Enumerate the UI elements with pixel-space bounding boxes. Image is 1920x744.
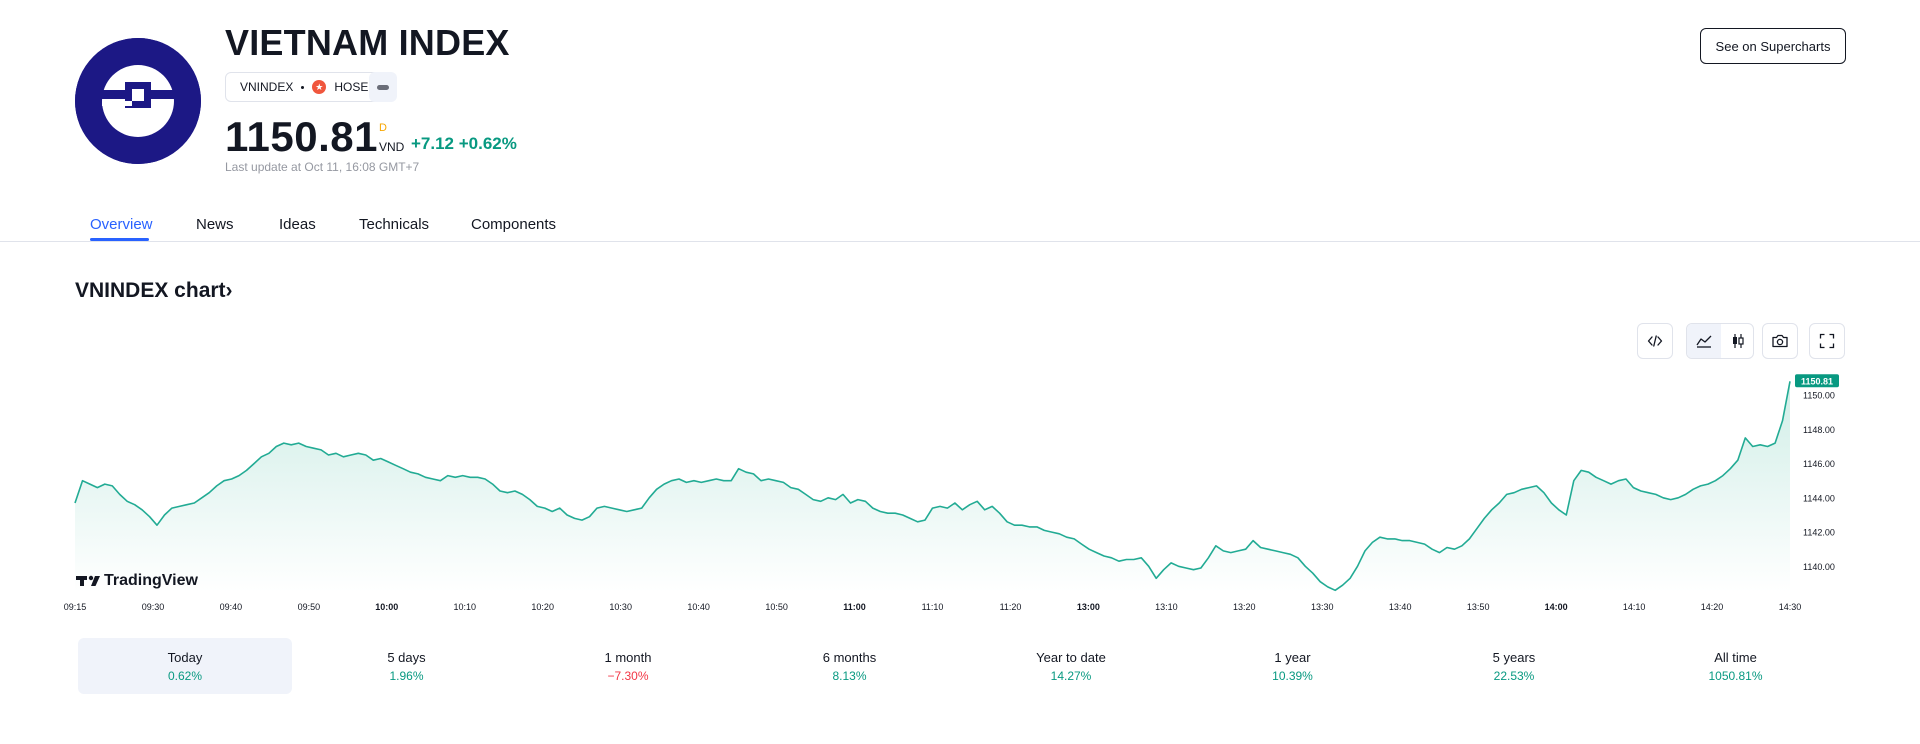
price-chart[interactable]: 1150.00 1148.00 1146.00 1144.00 1142.00 1140.…: [0, 370, 1920, 620]
tab-components[interactable]: Components: [471, 216, 557, 233]
period-change: 1050.81%: [1708, 668, 1763, 683]
last-price: 1150.81: [225, 113, 379, 160]
last-price-label: 1150.81: [1801, 376, 1833, 386]
fullscreen-icon: [1819, 333, 1835, 349]
x-axis-tick: 09:30: [142, 602, 165, 612]
period-label: 6 months: [822, 649, 877, 665]
area-chart-icon: [1696, 335, 1712, 348]
symbol-label: VNINDEX: [240, 80, 294, 94]
embed-code-icon: [1647, 335, 1663, 347]
fullscreen-button[interactable]: [1809, 323, 1845, 359]
tab-bar: Overview News Ideas Technicals Component…: [0, 210, 1920, 242]
period-all-time[interactable]: All time 1050.81%: [1629, 638, 1843, 694]
performance-periods: Today 0.62% 5 days 1.96% 1 month −7.30% 6 mont…: [75, 638, 1845, 694]
period-change: 8.13%: [832, 668, 867, 683]
x-axis-tick: 10:50: [765, 602, 788, 612]
period-change: 1.96%: [389, 668, 424, 683]
last-update-text: Last update at Oct 11, 16:08 GMT+7: [225, 160, 420, 174]
symbol-chip[interactable]: VNINDEX ★ HOSE: [225, 72, 384, 102]
y-axis-tick: 1140.00: [1803, 562, 1835, 572]
x-axis-tick: 13:20: [1233, 602, 1256, 612]
period-label: 1 month: [604, 649, 652, 665]
tab-overview[interactable]: Overview: [90, 216, 153, 233]
separator-dot: [301, 85, 305, 89]
x-axis-tick: 11:10: [922, 602, 944, 612]
exchange-label: HOSE: [334, 80, 369, 94]
period-today[interactable]: Today 0.62%: [78, 638, 292, 694]
period-change: −7.30%: [607, 668, 649, 683]
period-6-months[interactable]: 6 months 8.13%: [743, 638, 957, 694]
tradingview-watermark: TradingView: [76, 572, 199, 589]
tradingview-logo-icon: [76, 575, 100, 586]
x-axis-tick: 10:10: [454, 602, 477, 612]
x-axis-tick: 14:10: [1623, 602, 1646, 612]
period-label: All time: [1714, 649, 1757, 665]
period-label: Year to date: [1036, 649, 1106, 665]
period-label: Today: [167, 649, 203, 665]
period-year-to-date[interactable]: Year to date 14.27%: [964, 638, 1178, 694]
candles-style-button[interactable]: [1721, 324, 1755, 358]
tab-technicals[interactable]: Technicals: [359, 216, 430, 233]
price-area-fill: [75, 381, 1790, 592]
more-icon: [377, 84, 389, 90]
period-change: 14.27%: [1050, 668, 1092, 683]
screenshot-button[interactable]: [1762, 323, 1798, 359]
y-axis-tick: 1148.00: [1803, 425, 1835, 435]
hose-exchange-icon: ★: [312, 80, 327, 94]
y-axis-tick: 1142.00: [1803, 528, 1835, 538]
period-1-year[interactable]: 1 year 10.39%: [1186, 638, 1400, 694]
x-axis-tick: 11:20: [1000, 602, 1022, 612]
y-axis-tick: 1144.00: [1803, 493, 1835, 503]
currency-label: VND: [379, 140, 405, 154]
period-5-years[interactable]: 5 years 22.53%: [1407, 638, 1621, 694]
period-label: 1 year: [1274, 649, 1311, 665]
period-label: 5 days: [387, 649, 426, 665]
x-axis-tick: 09:15: [64, 602, 87, 612]
see-on-supercharts-button[interactable]: See on Supercharts: [1700, 28, 1846, 64]
chart-style-toggle: [1686, 323, 1754, 359]
x-axis-tick: 14:30: [1779, 602, 1802, 612]
x-axis-tick: 13:10: [1155, 602, 1178, 612]
area-style-button[interactable]: [1687, 324, 1721, 358]
tab-ideas[interactable]: Ideas: [279, 216, 316, 233]
vnindex-logo-icon: [75, 38, 201, 164]
y-axis-tick: 1150.00: [1803, 391, 1835, 401]
chart-heading-link[interactable]: VNINDEX chart›: [75, 279, 233, 303]
active-tab-indicator: [90, 238, 149, 241]
x-axis-tick: 10:20: [531, 602, 554, 612]
price-series-line: [74, 381, 1791, 592]
period-change: 10.39%: [1272, 668, 1313, 683]
candles-icon: [1733, 334, 1744, 348]
x-axis-tick: 13:40: [1389, 602, 1412, 612]
tab-news[interactable]: News: [196, 216, 234, 233]
x-axis-tick: 09:50: [298, 602, 321, 612]
price-change: +7.12 +0.62%: [411, 134, 517, 153]
last-price-marker: [1795, 374, 1839, 388]
x-axis-tick: 14:20: [1701, 602, 1724, 612]
period-change: 0.62%: [167, 668, 203, 683]
price-interval: D: [379, 122, 387, 134]
x-axis-tick: 10:00: [375, 602, 398, 612]
camera-icon: [1772, 334, 1788, 348]
x-axis-tick: 11:00: [843, 602, 866, 612]
period-label: 5 years: [1492, 649, 1536, 665]
period-1-month[interactable]: 1 month −7.30%: [521, 638, 735, 694]
tradingview-wordmark: TradingView: [104, 572, 199, 589]
period-5-days[interactable]: 5 days 1.96%: [300, 638, 514, 694]
period-change: 22.53%: [1493, 668, 1535, 683]
x-axis-tick: 10:40: [687, 602, 710, 612]
page-title: VIETNAM INDEX: [225, 22, 510, 63]
x-axis-tick: 13:00: [1077, 602, 1100, 612]
x-axis-tick: 14:00: [1545, 602, 1568, 612]
chevron-right-icon: ›: [225, 279, 233, 302]
x-axis-tick: 13:30: [1311, 602, 1334, 612]
x-axis-tick: 10:30: [609, 602, 632, 612]
more-button[interactable]: [369, 72, 397, 102]
x-axis-tick: 13:50: [1467, 602, 1490, 612]
chart-heading-label: VNINDEX chart: [75, 279, 226, 302]
embed-button[interactable]: [1637, 323, 1673, 359]
y-axis-tick: 1146.00: [1803, 459, 1835, 469]
x-axis-tick: 09:40: [220, 602, 243, 612]
